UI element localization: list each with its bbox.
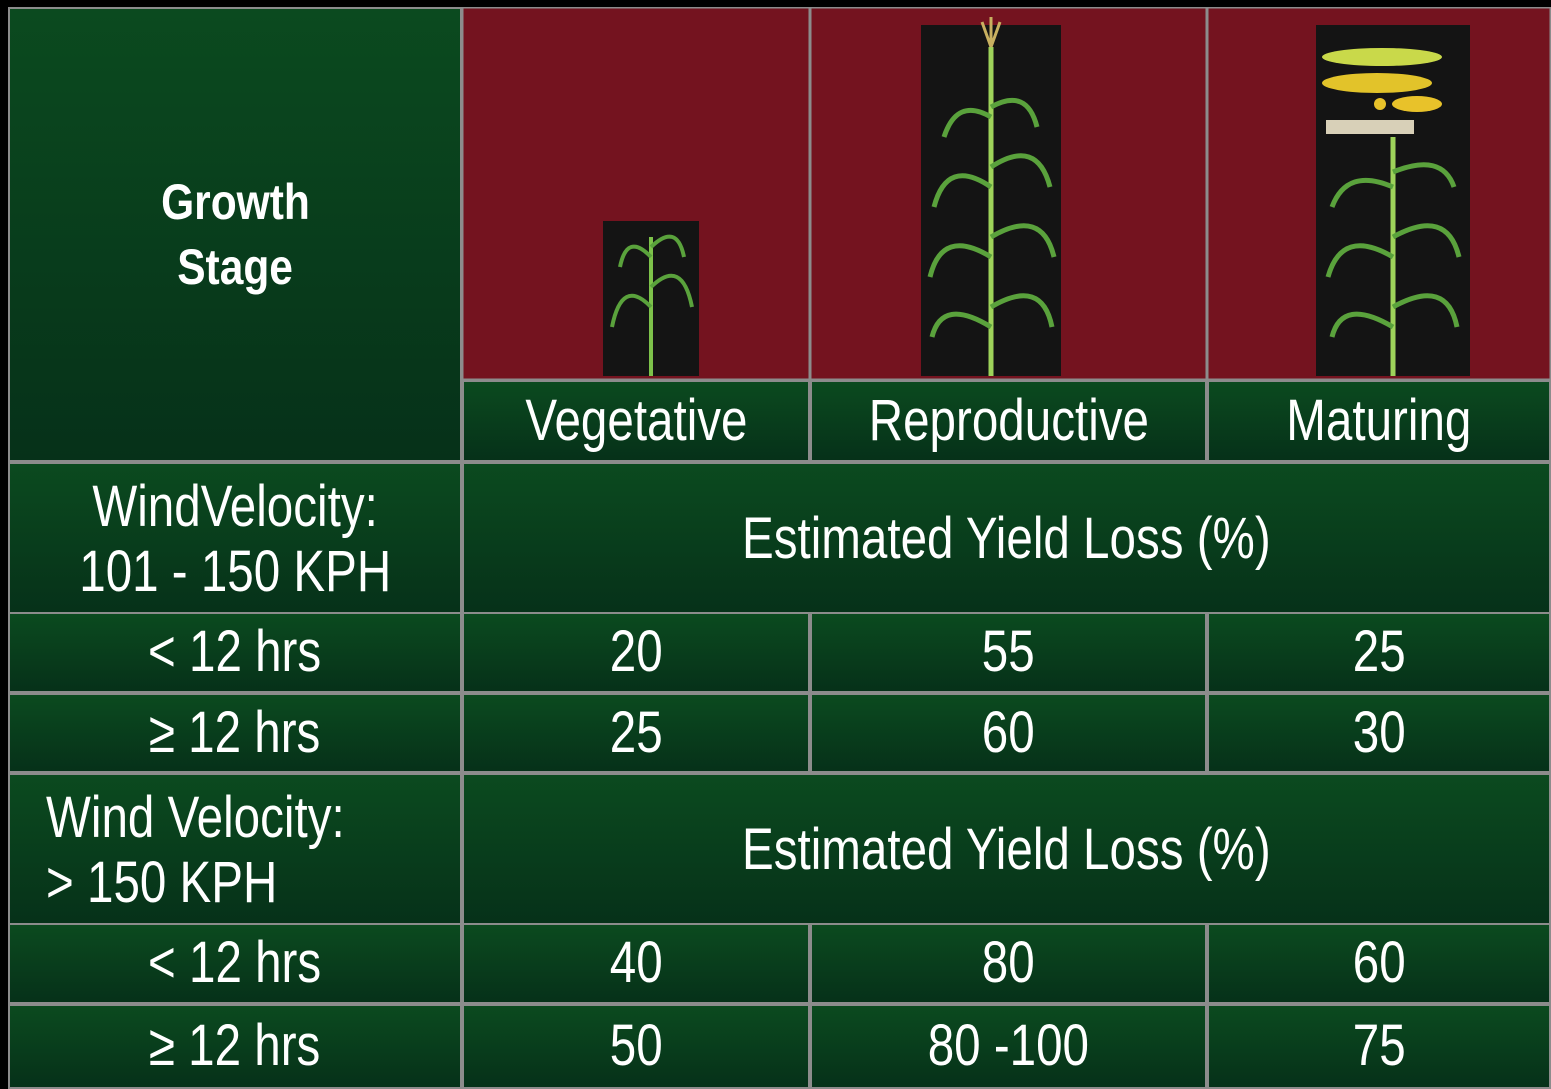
yield-loss-value: 60 bbox=[1352, 930, 1406, 996]
value-cell: 80 bbox=[810, 923, 1207, 1004]
section-label-line: Wind Velocity: bbox=[46, 784, 345, 850]
stage-cell: Reproductive bbox=[810, 380, 1207, 462]
span-label-cell: Estimated Yield Loss (%) bbox=[462, 462, 1551, 617]
value-cell: 60 bbox=[810, 693, 1207, 773]
duration-cell: ≥ 12 hrs bbox=[8, 693, 462, 773]
maturing-plant bbox=[1316, 25, 1470, 376]
yield-loss-value: 30 bbox=[1352, 699, 1406, 765]
duration-cell: ≥ 12 hrs bbox=[8, 1004, 462, 1089]
section-label: Wind Velocity: > 150 KPH bbox=[8, 773, 462, 928]
yield-loss-value: 25 bbox=[609, 699, 663, 765]
yield-loss-value: 80 -100 bbox=[927, 1013, 1090, 1079]
value-cell: 25 bbox=[1207, 612, 1551, 693]
value-cell: 20 bbox=[462, 612, 810, 693]
yield-loss-value: 75 bbox=[1352, 1013, 1406, 1079]
vegetative-plant bbox=[603, 221, 699, 376]
span-label: Estimated Yield Loss (%) bbox=[742, 817, 1271, 883]
span-label: Estimated Yield Loss (%) bbox=[742, 506, 1271, 572]
plant-images bbox=[462, 7, 1551, 380]
value-cell: 50 bbox=[462, 1004, 810, 1089]
value-cell: 80 -100 bbox=[810, 1004, 1207, 1089]
value-cell: 55 bbox=[810, 612, 1207, 693]
value-cell: 30 bbox=[1207, 693, 1551, 773]
value-cell: 60 bbox=[1207, 923, 1551, 1004]
value-cell: 40 bbox=[462, 923, 810, 1004]
stage-cell: Vegetative bbox=[462, 380, 810, 462]
value-cell: 75 bbox=[1207, 1004, 1551, 1089]
section-label-line: > 150 KPH bbox=[46, 849, 278, 915]
yield-loss-value: 80 bbox=[982, 930, 1035, 996]
yield-loss-value: 20 bbox=[609, 619, 663, 685]
stage-cell: Maturing bbox=[1207, 380, 1551, 462]
yield-loss-value: 25 bbox=[1352, 619, 1406, 685]
span-label-cell: Estimated Yield Loss (%) bbox=[462, 773, 1551, 928]
duration-cell: < 12 hrs bbox=[8, 612, 462, 693]
yield-loss-value: 60 bbox=[982, 699, 1035, 765]
growth-stage-header: Growth Stage bbox=[8, 7, 462, 462]
duration-cell: < 12 hrs bbox=[8, 923, 462, 1004]
section-label-line: WindVelocity: bbox=[92, 473, 378, 539]
reproductive-plant bbox=[921, 17, 1061, 376]
section-label: WindVelocity: 101 - 150 KPH bbox=[8, 462, 462, 617]
duration: < 12 hrs bbox=[148, 619, 322, 685]
header-label: Growth bbox=[160, 173, 310, 230]
duration: ≥ 12 hrs bbox=[149, 699, 321, 765]
stage-name: Maturing bbox=[1286, 387, 1472, 453]
duration: ≥ 12 hrs bbox=[149, 1013, 321, 1079]
yield-loss-value: 50 bbox=[609, 1013, 663, 1079]
section-label-line: 101 - 150 KPH bbox=[79, 538, 391, 604]
yield-loss-value: 40 bbox=[609, 930, 663, 996]
value-cell: 25 bbox=[462, 693, 810, 773]
duration: < 12 hrs bbox=[148, 930, 322, 996]
stage-name: Reproductive bbox=[868, 387, 1149, 453]
stage-name: Vegetative bbox=[524, 387, 748, 453]
header-label: Stage bbox=[177, 238, 293, 295]
yield-loss-value: 55 bbox=[982, 619, 1035, 685]
